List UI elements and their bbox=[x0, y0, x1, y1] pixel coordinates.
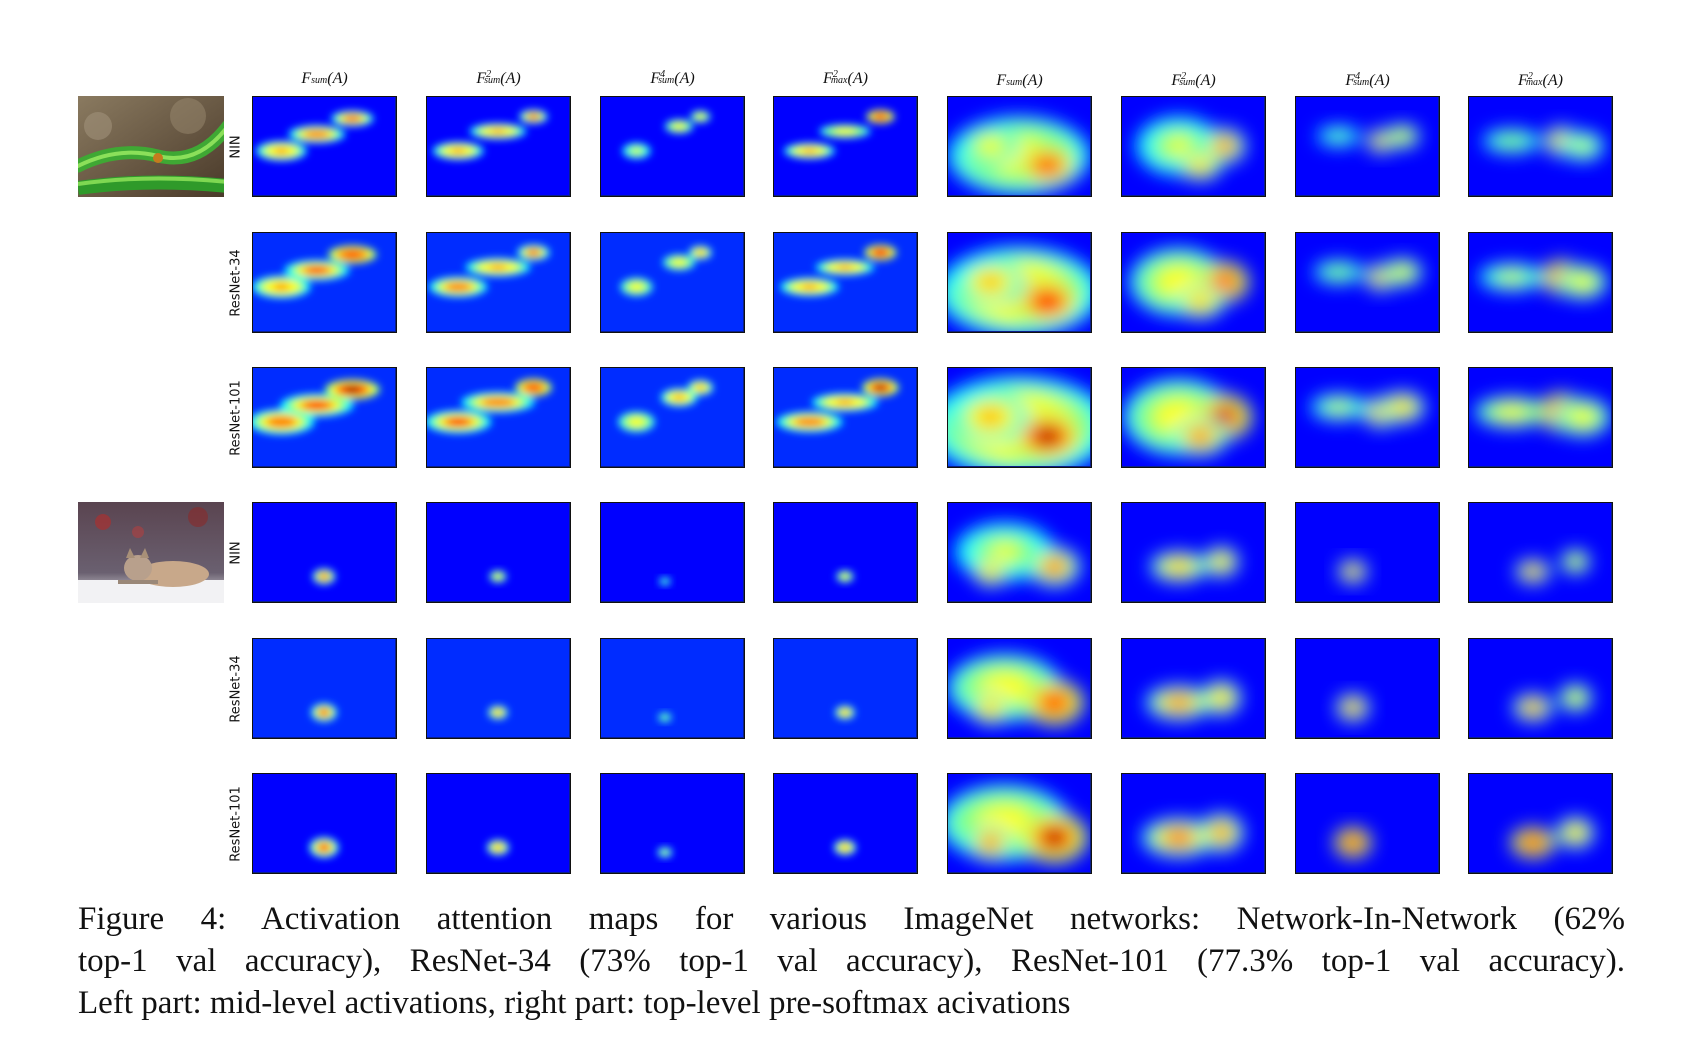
column-header-6: F2sum(A) bbox=[1171, 71, 1216, 89]
attention-map-r4-c5 bbox=[947, 502, 1092, 603]
attention-map-r1-c1 bbox=[252, 96, 397, 197]
row-label-5: ResNet-34 bbox=[228, 654, 244, 723]
column-header-7: F4sum(A) bbox=[1345, 71, 1390, 89]
figure-caption: Figure 4: Activation attention maps for … bbox=[78, 898, 1625, 1024]
attention-map-r3-c6 bbox=[1121, 367, 1266, 468]
caption-line-3: Left part: mid-level activations, right … bbox=[78, 985, 1071, 1021]
attention-map-r6-c2 bbox=[426, 773, 571, 874]
attention-map-r5-c8 bbox=[1468, 638, 1613, 739]
attention-map-r3-c7 bbox=[1295, 367, 1440, 468]
row-label-3: ResNet-101 bbox=[228, 379, 244, 456]
column-header-2: F2sum(A) bbox=[476, 69, 521, 87]
attention-map-r5-c2 bbox=[426, 638, 571, 739]
attention-map-r2-c3 bbox=[600, 232, 745, 333]
attention-map-r1-c7 bbox=[1295, 96, 1440, 197]
column-header-1: Fsum(A) bbox=[301, 70, 348, 87]
coyote-in-snow-photo bbox=[78, 502, 224, 603]
attention-map-r1-c2 bbox=[426, 96, 571, 197]
attention-map-r2-c2 bbox=[426, 232, 571, 333]
attention-map-r3-c5 bbox=[947, 367, 1092, 468]
attention-map-r6-c5 bbox=[947, 773, 1092, 874]
row-label-2: ResNet-34 bbox=[228, 248, 244, 317]
attention-map-r3-c1 bbox=[252, 367, 397, 468]
attention-map-r2-c7 bbox=[1295, 232, 1440, 333]
attention-map-r5-c5 bbox=[947, 638, 1092, 739]
attention-map-r6-c8 bbox=[1468, 773, 1613, 874]
attention-map-r3-c8 bbox=[1468, 367, 1613, 468]
attention-map-r4-c2 bbox=[426, 502, 571, 603]
attention-map-r1-c8 bbox=[1468, 96, 1613, 197]
attention-map-r4-c4 bbox=[773, 502, 918, 603]
green-snake-photo bbox=[78, 96, 224, 197]
attention-map-r6-c1 bbox=[252, 773, 397, 874]
attention-map-r1-c3 bbox=[600, 96, 745, 197]
attention-map-r6-c4 bbox=[773, 773, 918, 874]
attention-map-r5-c1 bbox=[252, 638, 397, 739]
attention-map-r2-c6 bbox=[1121, 232, 1266, 333]
caption-line-1: Figure 4: Activation attention maps for … bbox=[78, 901, 1625, 937]
attention-map-r4-c7 bbox=[1295, 502, 1440, 603]
attention-map-r2-c5 bbox=[947, 232, 1092, 333]
attention-map-r3-c4 bbox=[773, 367, 918, 468]
attention-map-r1-c6 bbox=[1121, 96, 1266, 197]
attention-map-r2-c8 bbox=[1468, 232, 1613, 333]
attention-map-r6-c7 bbox=[1295, 773, 1440, 874]
attention-map-r6-c3 bbox=[600, 773, 745, 874]
row-label-4: NIN bbox=[228, 540, 244, 565]
attention-map-r5-c4 bbox=[773, 638, 918, 739]
attention-map-r5-c7 bbox=[1295, 638, 1440, 739]
attention-map-r3-c2 bbox=[426, 367, 571, 468]
attention-map-r4-c8 bbox=[1468, 502, 1613, 603]
caption-line-2: top-1 val accuracy), ResNet-34 (73% top-… bbox=[78, 943, 1625, 979]
row-label-1: NIN bbox=[228, 134, 244, 159]
attention-map-r4-c1 bbox=[252, 502, 397, 603]
attention-map-r1-c5 bbox=[947, 96, 1092, 197]
attention-map-r4-c6 bbox=[1121, 502, 1266, 603]
attention-map-r3-c3 bbox=[600, 367, 745, 468]
attention-map-r1-c4 bbox=[773, 96, 918, 197]
column-header-5: Fsum(A) bbox=[996, 72, 1043, 89]
row-label-6: ResNet-101 bbox=[228, 785, 244, 862]
column-header-3: F4sum(A) bbox=[650, 69, 695, 87]
attention-map-r5-c3 bbox=[600, 638, 745, 739]
column-header-8: F2max(A) bbox=[1518, 71, 1563, 89]
attention-map-r6-c6 bbox=[1121, 773, 1266, 874]
attention-map-r2-c1 bbox=[252, 232, 397, 333]
column-header-4: F2max(A) bbox=[823, 69, 868, 87]
attention-map-r5-c6 bbox=[1121, 638, 1266, 739]
attention-map-r4-c3 bbox=[600, 502, 745, 603]
attention-map-r2-c4 bbox=[773, 232, 918, 333]
